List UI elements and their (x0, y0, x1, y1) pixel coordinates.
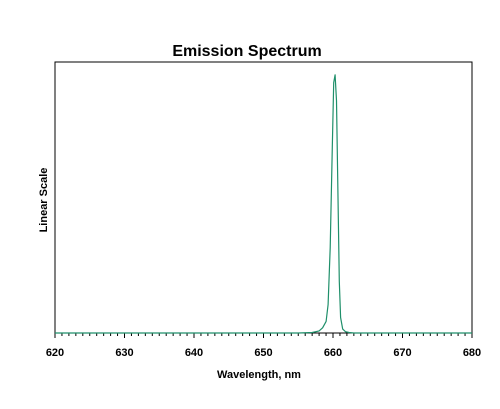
x-axis-label: Wavelength, nm (217, 369, 301, 381)
x-tick-label: 620 (46, 347, 64, 359)
x-tick-label: 670 (393, 347, 411, 359)
spectrum-line (55, 74, 472, 334)
x-tick-label: 650 (254, 347, 272, 359)
chart-title: Emission Spectrum (172, 43, 321, 60)
x-tick-label: 630 (115, 347, 133, 359)
x-tick-label: 680 (463, 347, 481, 359)
x-tick-label: 660 (324, 347, 342, 359)
y-axis-label: Linear Scale (38, 168, 50, 233)
x-axis: 620 630 640 650 660 670 680 (46, 333, 481, 359)
series-layer (55, 74, 472, 334)
plot-area-frame (54, 61, 473, 334)
x-tick-label: 640 (185, 347, 203, 359)
